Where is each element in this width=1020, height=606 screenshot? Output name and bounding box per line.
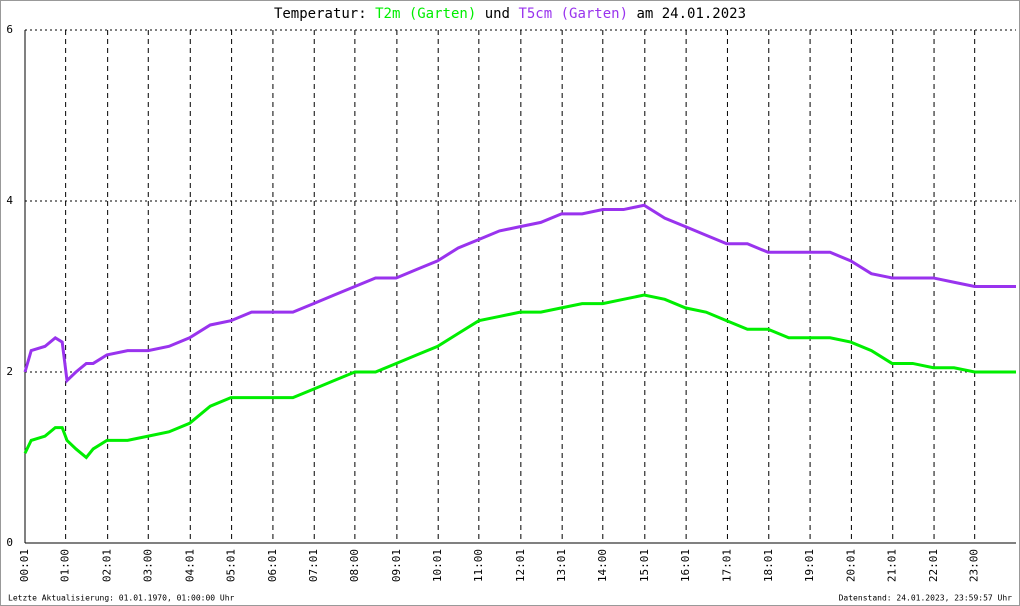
y-tick-label: 0 (6, 536, 13, 549)
chart-title: Temperatur: T2m (Garten) und T5cm (Garte… (274, 6, 746, 22)
title-prefix: Temperatur: (274, 6, 367, 22)
x-tick-label: 16:01 (679, 549, 692, 582)
legend-entry: T2m (Garten) (375, 6, 476, 22)
x-tick-label: 22:01 (927, 549, 940, 582)
x-tick-label: 11:00 (472, 549, 485, 582)
x-tick-label: 14:00 (596, 549, 609, 582)
x-tick-label: 20:01 (844, 549, 857, 582)
footer-left: Letzte Aktualisierung: 01.01.1970, 01:00… (8, 594, 235, 603)
x-tick-label: 10:01 (431, 549, 444, 582)
x-tick-label: 05:01 (225, 549, 238, 582)
legend-entry: T5cm (Garten) (518, 6, 628, 22)
x-tick-label: 08:00 (348, 549, 361, 582)
x-tick-label: 07:01 (307, 549, 320, 582)
x-tick-label: 18:01 (762, 549, 775, 582)
x-tick-label: 19:01 (803, 549, 816, 582)
footer-right: Datenstand: 24.01.2023, 23:59:57 Uhr (839, 594, 1013, 603)
series-line (23, 203, 1016, 384)
y-tick-label: 2 (6, 365, 13, 378)
x-tick-label: 02:01 (101, 549, 114, 582)
x-tick-label: 09:01 (390, 549, 403, 582)
x-tick-label: 04:01 (183, 549, 196, 582)
x-tick-label: 21:01 (886, 549, 899, 582)
x-tick-label: 23:00 (968, 549, 981, 582)
y-tick-label: 4 (6, 194, 13, 207)
x-tick-label: 03:00 (141, 549, 154, 582)
x-tick-label: 00:01 (18, 549, 31, 582)
y-tick-label: 6 (6, 23, 13, 36)
x-tick-label: 06:01 (266, 549, 279, 582)
x-tick-label: 13:01 (555, 549, 568, 582)
x-tick-label: 01:00 (59, 549, 72, 582)
x-tick-label: 12:01 (514, 549, 527, 582)
series-line (23, 293, 1016, 460)
title-middle: und (485, 6, 510, 22)
x-tick-label: 17:01 (720, 549, 733, 582)
x-tick-label: 15:01 (638, 549, 651, 582)
title-suffix: am 24.01.2023 (636, 6, 746, 22)
